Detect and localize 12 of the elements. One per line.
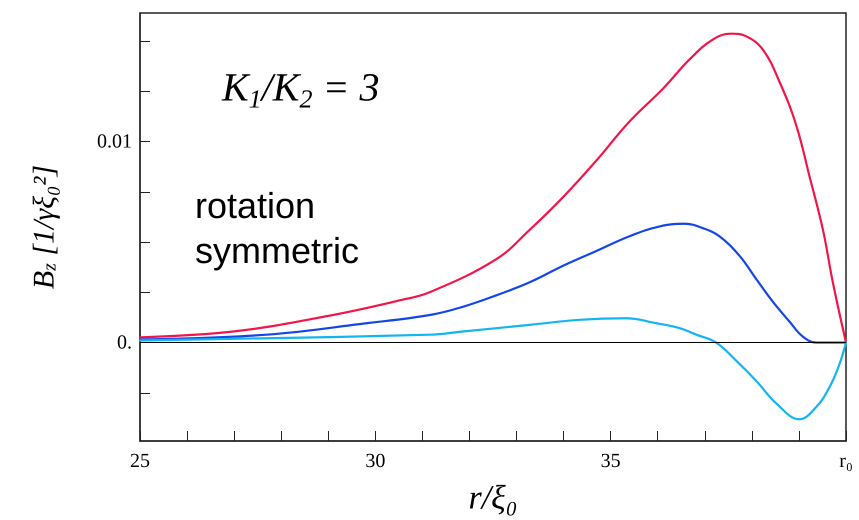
y-tick-label: 0. (117, 332, 132, 354)
y-axis-title: Bz [1/γξ₀²] (28, 164, 60, 290)
line-series (138, 32, 848, 344)
x-tick-label: 35 (600, 450, 621, 472)
x-axis-title: r/ξ₀ (468, 480, 518, 516)
annotation: rotation symmetric (195, 185, 359, 271)
x-tick-label: 25 (130, 450, 150, 472)
line-series (138, 222, 848, 344)
x-tick-label: r₀ (839, 450, 853, 472)
line-series (138, 317, 848, 420)
y-tick-label: 0.01 (97, 130, 132, 153)
x-tick-label: 30 (365, 450, 386, 472)
